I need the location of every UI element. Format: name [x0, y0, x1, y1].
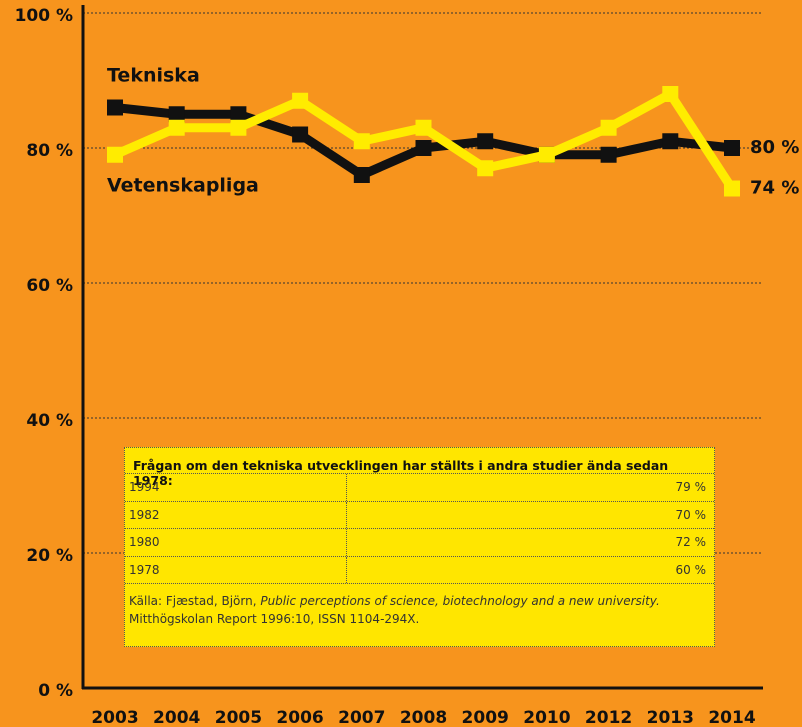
y-tick-label: 60 %: [26, 276, 73, 296]
series-label: Tekniska: [107, 65, 200, 87]
source-line: Mitthögskolan Report 1996:10, ISSN 1104-…: [129, 612, 420, 626]
y-tick-label: 100 %: [15, 6, 73, 26]
table-rows: 1994 79 % 1982 70 % 1980 72 % 1978 60 %: [125, 474, 714, 584]
marker: [353, 167, 370, 183]
table-row: 1978 60 %: [125, 556, 714, 584]
value-label: 80 %: [750, 137, 799, 158]
marker: [662, 86, 679, 102]
marker: [292, 126, 309, 143]
x-tick-label: 2012: [585, 708, 632, 727]
marker: [292, 92, 309, 109]
x-tick-label: 2008: [400, 708, 447, 727]
series-label: Vetenskapliga: [107, 175, 259, 197]
x-tick-label: 2013: [647, 708, 694, 727]
x-tick-label: 2006: [276, 708, 323, 727]
value-label: 74 %: [750, 178, 799, 199]
table-row: 1980 72 %: [125, 529, 714, 557]
x-tick-label: 2004: [153, 708, 200, 727]
table-cell: 1994: [125, 474, 347, 501]
y-tick-label: 80 %: [26, 141, 73, 161]
table-row: 1994 79 %: [125, 474, 714, 502]
marker: [724, 140, 740, 156]
marker: [168, 119, 185, 136]
table-cell: 1978: [125, 556, 347, 583]
y-tick-label: 40 %: [26, 411, 73, 431]
marker: [600, 146, 617, 163]
source-prefix: Källa: Fjæstad, Björn,: [129, 594, 261, 608]
marker: [230, 106, 247, 123]
marker: [353, 133, 370, 150]
table-cell: 79 %: [675, 480, 707, 495]
marker: [724, 180, 740, 197]
table-cell: 1980: [125, 529, 347, 556]
table-row: 1982 70 %: [125, 501, 714, 529]
marker: [415, 140, 432, 156]
marker: [662, 133, 679, 150]
x-tick-label: 2003: [91, 708, 138, 727]
marker: [230, 119, 247, 136]
x-tick-label: 2014: [708, 708, 755, 727]
table-cell: 72 %: [675, 535, 707, 550]
y-tick-label: 0 %: [38, 681, 73, 701]
x-tick-label: 2010: [523, 708, 570, 727]
marker: [538, 146, 555, 163]
source-title: Public perceptions of science, biotechno…: [260, 594, 660, 608]
table-cell: 70 %: [675, 507, 707, 522]
table-title: Frågan om den tekniska utvecklingen har …: [125, 448, 714, 488]
marker: [600, 119, 617, 136]
x-tick-label: 2009: [462, 708, 509, 727]
table-cell: 60 %: [675, 562, 707, 577]
table-cell: 1982: [125, 501, 347, 528]
x-tick-label: 2007: [338, 708, 385, 727]
marker: [477, 133, 494, 150]
x-tick-label: 2005: [215, 708, 262, 727]
marker: [107, 99, 123, 116]
marker: [107, 146, 123, 163]
marker: [415, 119, 432, 136]
info-table: Frågan om den tekniska utvecklingen har …: [124, 447, 715, 647]
marker: [168, 106, 185, 123]
marker: [477, 160, 494, 177]
table-source: Källa: Fjæstad, Björn, Public perception…: [125, 584, 714, 636]
y-tick-label: 20 %: [26, 546, 73, 566]
